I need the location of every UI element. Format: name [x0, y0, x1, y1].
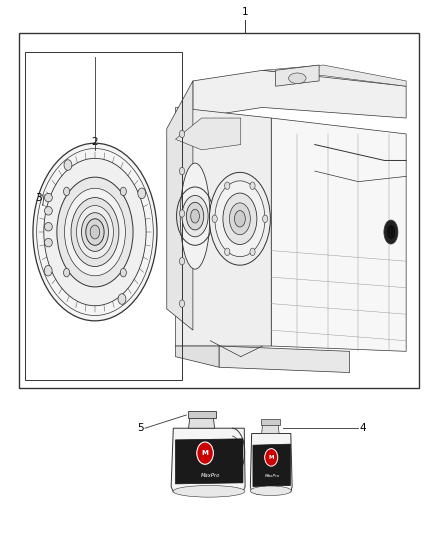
Ellipse shape: [225, 248, 230, 255]
Ellipse shape: [64, 160, 72, 171]
Ellipse shape: [77, 206, 113, 259]
Text: 3: 3: [35, 192, 42, 203]
Ellipse shape: [64, 269, 70, 277]
Ellipse shape: [86, 219, 104, 245]
Ellipse shape: [44, 158, 146, 306]
Ellipse shape: [234, 211, 245, 227]
Ellipse shape: [120, 187, 127, 196]
Ellipse shape: [262, 215, 268, 222]
Ellipse shape: [215, 181, 265, 257]
Ellipse shape: [138, 188, 146, 199]
Ellipse shape: [265, 449, 278, 466]
Ellipse shape: [230, 203, 251, 235]
Ellipse shape: [223, 193, 257, 245]
Ellipse shape: [45, 207, 52, 215]
Text: 2: 2: [92, 137, 98, 147]
Text: MaxPro: MaxPro: [201, 473, 220, 479]
Polygon shape: [261, 424, 279, 433]
Text: 5: 5: [138, 423, 144, 433]
Ellipse shape: [250, 248, 255, 255]
Ellipse shape: [45, 222, 52, 231]
Ellipse shape: [71, 198, 119, 266]
Bar: [19, 33, 419, 389]
Polygon shape: [276, 65, 319, 86]
Text: M: M: [201, 450, 208, 456]
Polygon shape: [271, 118, 406, 351]
Text: 1: 1: [242, 7, 248, 17]
Polygon shape: [176, 118, 241, 150]
Ellipse shape: [81, 213, 109, 252]
Ellipse shape: [384, 220, 398, 244]
Ellipse shape: [180, 300, 185, 308]
Ellipse shape: [64, 188, 125, 276]
Ellipse shape: [225, 182, 230, 189]
Polygon shape: [187, 411, 215, 418]
Polygon shape: [253, 444, 290, 487]
Ellipse shape: [180, 257, 185, 265]
Polygon shape: [176, 439, 243, 484]
Ellipse shape: [64, 187, 70, 196]
Polygon shape: [171, 428, 245, 495]
Polygon shape: [176, 108, 271, 346]
Text: M: M: [268, 455, 274, 460]
Ellipse shape: [209, 172, 270, 265]
Bar: [25, 52, 182, 381]
Ellipse shape: [120, 269, 127, 277]
Polygon shape: [219, 346, 350, 373]
Ellipse shape: [289, 73, 306, 84]
Ellipse shape: [180, 163, 210, 269]
Ellipse shape: [212, 215, 217, 222]
Ellipse shape: [180, 210, 185, 217]
Polygon shape: [261, 419, 280, 424]
Ellipse shape: [33, 143, 157, 321]
Polygon shape: [262, 65, 406, 86]
Ellipse shape: [57, 177, 133, 287]
Ellipse shape: [90, 225, 100, 239]
Polygon shape: [167, 81, 193, 330]
Ellipse shape: [386, 224, 396, 240]
Ellipse shape: [44, 265, 52, 276]
Polygon shape: [188, 418, 215, 428]
Ellipse shape: [250, 182, 255, 189]
Ellipse shape: [45, 238, 52, 247]
Ellipse shape: [186, 203, 204, 230]
Ellipse shape: [180, 130, 185, 138]
Ellipse shape: [191, 209, 199, 223]
Text: MaxPro: MaxPro: [265, 474, 280, 478]
Ellipse shape: [197, 442, 213, 464]
Ellipse shape: [173, 486, 245, 497]
Polygon shape: [193, 70, 406, 118]
Ellipse shape: [180, 167, 185, 175]
Ellipse shape: [45, 193, 52, 202]
Text: 4: 4: [359, 423, 366, 433]
Ellipse shape: [182, 196, 208, 237]
Polygon shape: [251, 433, 292, 495]
Polygon shape: [176, 346, 219, 367]
Ellipse shape: [118, 294, 126, 304]
Ellipse shape: [251, 486, 291, 496]
